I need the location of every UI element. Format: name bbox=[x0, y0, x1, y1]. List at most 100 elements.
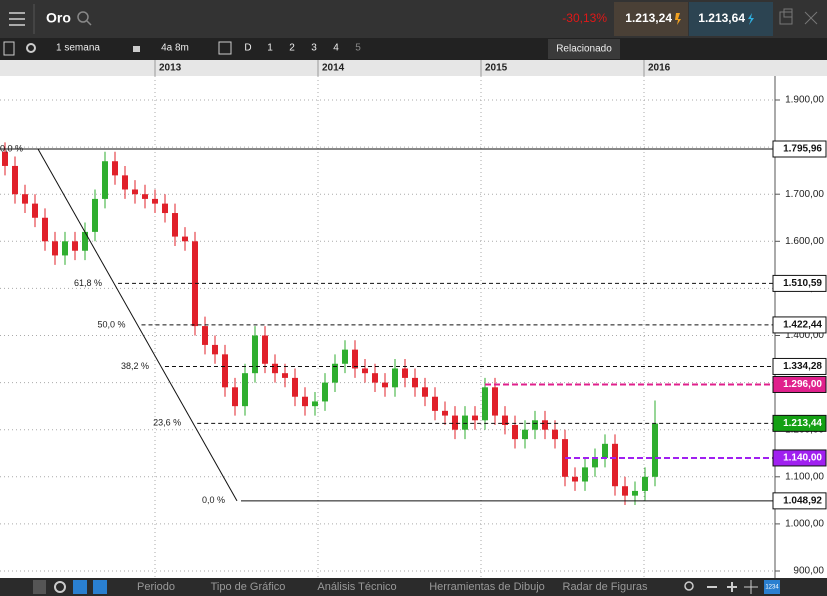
menu-button[interactable] bbox=[9, 12, 25, 26]
candle-body bbox=[302, 396, 308, 407]
related: Relacionado bbox=[556, 44, 612, 55]
candle-body bbox=[112, 161, 118, 176]
y-tick-label: 1.600,00 bbox=[785, 236, 824, 247]
fib-label: 0,0 % bbox=[202, 495, 225, 505]
list-icon[interactable] bbox=[3, 41, 15, 56]
related-button[interactable] bbox=[548, 39, 620, 59]
period[interactable]: 1 semana bbox=[56, 43, 100, 54]
candle-body bbox=[82, 231, 88, 251]
plot bbox=[0, 76, 775, 578]
bottom-menu-item[interactable]: Radar de Figuras bbox=[563, 581, 648, 593]
toolbar-button[interactable]: 1 bbox=[267, 43, 273, 54]
fib-label: 38,2 % bbox=[121, 361, 149, 371]
price-box bbox=[772, 375, 827, 393]
candle-body bbox=[132, 189, 138, 195]
candle-body bbox=[282, 373, 288, 378]
candle-body bbox=[162, 203, 168, 214]
candle-body bbox=[492, 387, 498, 416]
y-tick-label: 1.000,00 bbox=[785, 519, 824, 530]
search-icon[interactable] bbox=[77, 11, 92, 26]
candle-body bbox=[92, 198, 98, 232]
candle-body bbox=[402, 368, 408, 378]
candle-body bbox=[632, 490, 638, 496]
candle-body bbox=[252, 335, 258, 374]
bottom-tools[interactable] bbox=[33, 580, 780, 594]
candle-body bbox=[462, 415, 468, 430]
window-buttons[interactable] bbox=[779, 8, 818, 25]
candle-body bbox=[102, 161, 108, 199]
candle-body bbox=[292, 377, 298, 397]
candle-body bbox=[602, 443, 608, 458]
calendar-icon[interactable] bbox=[218, 41, 232, 55]
candle-body bbox=[222, 354, 228, 388]
x-tick-label: 2015 bbox=[485, 63, 508, 74]
candle-body bbox=[392, 368, 398, 388]
price-label: 1.140,00 bbox=[783, 453, 822, 464]
bottom-menu-item[interactable]: Tipo de Gráfico bbox=[211, 581, 286, 593]
fib-trend bbox=[37, 148, 238, 502]
price-box bbox=[772, 492, 827, 510]
bid: 1.213,24 bbox=[625, 11, 672, 25]
candle-body bbox=[542, 420, 548, 430]
price-label: 1.422,44 bbox=[783, 320, 822, 331]
price-label: 1.510,59 bbox=[783, 278, 822, 289]
fib-label: 50,0 % bbox=[97, 319, 125, 329]
candle-body bbox=[532, 420, 538, 430]
y-tick-label: 1.700,00 bbox=[785, 189, 824, 200]
toolbar-button[interactable]: 4 bbox=[333, 43, 339, 54]
candle-body bbox=[22, 194, 28, 204]
change: -30,13% bbox=[562, 11, 607, 25]
y-tick-label: 1.400,00 bbox=[785, 330, 824, 341]
candle-body bbox=[192, 241, 198, 327]
bottom-menu-item[interactable]: Herramientas de Dibujo bbox=[429, 581, 545, 593]
toolbar-button[interactable]: 3 bbox=[311, 43, 317, 54]
candle-body bbox=[172, 213, 178, 237]
candle-body bbox=[412, 377, 418, 388]
y-tick-label: 1.900,00 bbox=[785, 95, 824, 106]
instrument-title: Oro bbox=[46, 10, 71, 26]
candle-body bbox=[472, 415, 478, 421]
price-box bbox=[772, 449, 827, 467]
candle-body bbox=[62, 241, 68, 256]
bottom-menu-item[interactable]: Análisis Técnico bbox=[317, 581, 396, 593]
bottom-menu-item[interactable]: Periodo bbox=[137, 581, 175, 593]
candle-body bbox=[272, 363, 278, 374]
toolbar-button[interactable]: D bbox=[244, 43, 251, 54]
candle-body bbox=[362, 368, 368, 374]
candle-body bbox=[652, 423, 658, 477]
price-box bbox=[772, 140, 827, 158]
x-tick-label: 2013 bbox=[159, 63, 182, 74]
bottom-bar bbox=[0, 578, 827, 596]
settings-icon[interactable] bbox=[26, 43, 36, 53]
y-tick-label: 1.100,00 bbox=[785, 471, 824, 482]
candle-body bbox=[422, 387, 428, 397]
candle-body bbox=[592, 457, 598, 468]
price-box bbox=[772, 274, 827, 292]
price-label: 1.048,92 bbox=[783, 495, 822, 506]
time-axis bbox=[0, 60, 827, 76]
candle-body bbox=[202, 326, 208, 345]
lock-icon[interactable] bbox=[133, 46, 140, 52]
range[interactable]: 4a 8m bbox=[161, 43, 189, 54]
candle-body bbox=[42, 217, 48, 242]
candle-body bbox=[122, 175, 128, 190]
toolbar-button[interactable]: 5 bbox=[355, 43, 361, 54]
candle-body bbox=[322, 382, 328, 402]
candle-body bbox=[182, 236, 188, 242]
price-label: 1.334,28 bbox=[783, 361, 822, 372]
candle-body bbox=[522, 429, 528, 440]
candle-body bbox=[622, 486, 628, 496]
fib-label: 23,6 % bbox=[153, 418, 181, 428]
candle-body bbox=[372, 373, 378, 383]
candle-body bbox=[32, 203, 38, 218]
price-box bbox=[772, 357, 827, 375]
toolbar-button[interactable]: 2 bbox=[289, 43, 295, 54]
candle-body bbox=[152, 198, 158, 204]
candle-body bbox=[442, 410, 448, 416]
candle-body bbox=[482, 387, 488, 421]
ask-box[interactable] bbox=[689, 2, 773, 36]
candle-body bbox=[142, 194, 148, 199]
candle-body bbox=[512, 424, 518, 440]
candle-body bbox=[452, 415, 458, 430]
